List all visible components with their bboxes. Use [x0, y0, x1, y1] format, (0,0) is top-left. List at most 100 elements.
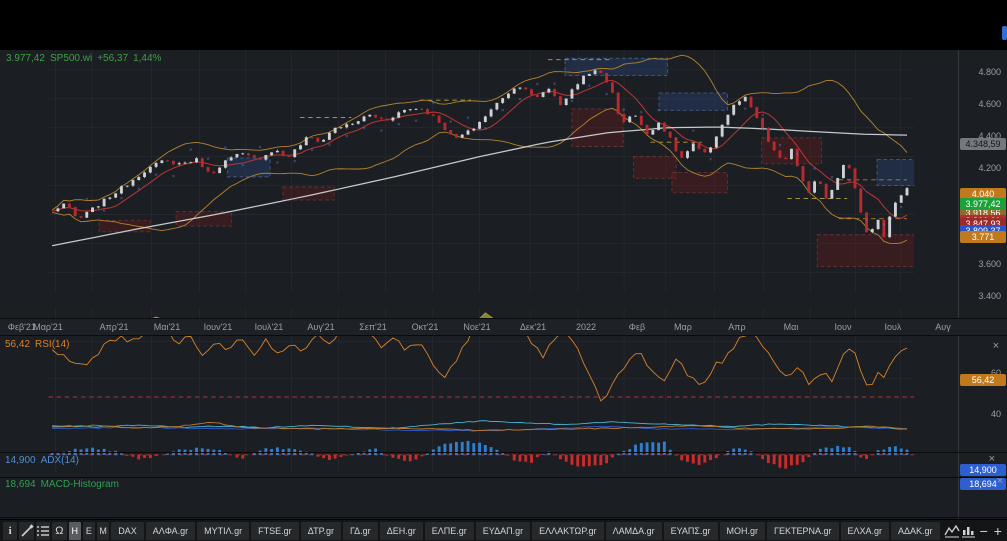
panel-divider — [0, 452, 1007, 453]
svg-text:×: × — [605, 92, 608, 98]
svg-text:×: × — [276, 160, 279, 166]
svg-text:×: × — [865, 217, 868, 223]
ticker-button[interactable]: ΕΛΛΑΚΤΩΡ.gr — [532, 521, 604, 540]
svg-text:×: × — [882, 222, 885, 228]
rsi-legend: 56,42 RSI(14) — [5, 339, 74, 350]
rsi-value-badge: 56,42 — [960, 373, 1006, 386]
chart-canvas[interactable]: × × × × × × × × × × × × × × × × × × × × × × × × × × × × × × × × × × × × × × × ×… — [0, 50, 1007, 519]
svg-text:×: × — [674, 136, 677, 142]
ticker-button[interactable]: ΜΥΤΙΛ.gr — [197, 521, 250, 540]
time-axis-label: Δεκ'21 — [519, 322, 547, 332]
ticker-button[interactable]: DAX — [111, 521, 144, 540]
svg-text:×: × — [588, 84, 591, 90]
bottom-toolbar: i Ω H E M DAX ΑΛΦΑ.gr ΜΥΤΙΛ.gr FTSE.gr ΔΤΡ.gr ΓΔ.g… — [0, 519, 1007, 541]
time-axis-label: Φεβ — [628, 322, 646, 332]
svg-text:×: × — [640, 110, 643, 116]
price-axis-tick: 4.600 — [978, 98, 1001, 109]
svg-text:×: × — [778, 143, 781, 149]
time-axis-label: Ιουν — [834, 322, 852, 332]
ticker-button[interactable]: ΕΛΠΕ.gr — [424, 521, 474, 540]
price-change-pct: 1,44% — [133, 53, 162, 64]
indicators-list-icon[interactable] — [35, 521, 51, 540]
line-chart-icon[interactable] — [943, 522, 960, 540]
ma200-badge: 4.348,59 — [960, 138, 1006, 151]
scrollbar-thumb[interactable] — [1002, 26, 1007, 40]
ticker-button[interactable]: ΑΔΑΚ.gr — [891, 521, 940, 540]
svg-text:×: × — [310, 147, 313, 153]
macd-legend: 18,694 MACD-Histogram — [5, 479, 124, 490]
svg-text:×: × — [224, 146, 227, 152]
bar-chart-icon[interactable] — [961, 522, 976, 540]
price-axis[interactable]: 4.8004.6004.4004.2004.0003.8003.6003.400… — [958, 50, 1007, 519]
timeframe-button-H[interactable]: H — [68, 521, 81, 540]
timeframe-button-E[interactable]: E — [82, 521, 95, 540]
price-axis-tick: 4.200 — [978, 162, 1001, 173]
time-axis-label: 2022 — [575, 322, 596, 332]
adx-legend: 14,900 ADX(14) — [5, 455, 84, 466]
omega-icon[interactable]: Ω — [52, 521, 67, 540]
svg-text:×: × — [241, 163, 244, 169]
time-axis-label: Μαρ — [674, 322, 692, 332]
time-axis-label: Μαρ'21 — [33, 322, 63, 332]
level-badge: 3.771 — [960, 230, 1006, 243]
ticker-button[interactable]: ΑΛΦΑ.gr — [145, 521, 196, 540]
ticker-button[interactable]: ΜΟΗ.gr — [719, 521, 766, 540]
timeframe-button-M[interactable]: M — [97, 521, 110, 540]
time-axis-label: Αυγ — [935, 322, 951, 332]
time-axis-label: Φεβ'21 — [7, 322, 36, 332]
zoom-in-icon[interactable]: + — [993, 522, 1002, 539]
svg-text:×: × — [328, 142, 331, 148]
last-price: 3.977,42 — [6, 53, 45, 64]
svg-text:×: × — [570, 99, 573, 105]
price-legend: 3.977,42 SP500.wi +56,37 1,44% — [6, 53, 166, 64]
svg-text:×: × — [744, 106, 747, 112]
svg-text:×: × — [293, 159, 296, 165]
svg-text:×: × — [258, 145, 261, 151]
time-axis-label: Αυγ'21 — [307, 322, 335, 332]
ticker-button[interactable]: ΛΑΜΔΑ.gr — [605, 521, 662, 540]
svg-text:×: × — [85, 197, 88, 203]
rsi-value: 56,42 — [5, 339, 31, 350]
time-axis-label: Ιουλ — [884, 322, 902, 332]
pencil-icon[interactable] — [19, 521, 34, 540]
macd-label: MACD-Histogram — [40, 479, 119, 490]
svg-text:×: × — [362, 126, 365, 132]
adx-label: ADX(14) — [40, 455, 79, 466]
close-icon[interactable]: × — [988, 453, 995, 465]
svg-text:×: × — [432, 101, 435, 107]
level-badge: 4.040 — [960, 187, 1006, 200]
svg-text:×: × — [657, 108, 660, 114]
close-icon[interactable]: × — [996, 475, 1003, 487]
time-axis[interactable]: Φεβ'21 Μαρ'21 Απρ'21 Μαι'21 Ιουν'21 Ιουλ'21 Αυ… — [0, 318, 1007, 336]
price-axis-tick: 4.400 — [978, 130, 1001, 141]
ticker-button[interactable]: ΔΕΗ.gr — [379, 521, 423, 540]
svg-text:×: × — [466, 116, 469, 122]
svg-text:×: × — [518, 97, 521, 103]
svg-text:×: × — [501, 108, 504, 114]
time-axis-label: Σεπ'21 — [359, 322, 387, 332]
close-icon[interactable]: × — [992, 340, 999, 352]
price-change: +56,37 — [97, 53, 129, 64]
ticker-button[interactable]: ΓΔ.gr — [343, 521, 378, 540]
info-icon[interactable]: i — [3, 521, 18, 540]
svg-text:×: × — [692, 129, 695, 135]
svg-text:×: × — [449, 119, 452, 125]
time-axis-label: Απρ — [728, 322, 746, 332]
svg-text:×: × — [189, 147, 192, 153]
ticker-button[interactable]: ΓΕΚΤΕΡΝΑ.gr — [767, 521, 839, 540]
svg-text:×: × — [622, 107, 625, 113]
svg-text:×: × — [709, 157, 712, 163]
ticker-button[interactable]: ΕΥΔΑΠ.gr — [475, 521, 531, 540]
time-axis-label: Απρ'21 — [99, 322, 129, 332]
svg-text:×: × — [553, 81, 556, 87]
price-axis-tick: 3.600 — [978, 259, 1001, 270]
svg-text:×: × — [796, 151, 799, 157]
ticker-button[interactable]: FTSE.gr — [251, 521, 299, 540]
ticker-button[interactable]: ΕΛΧΑ.gr — [840, 521, 890, 540]
svg-text:×: × — [120, 196, 123, 202]
ticker-button[interactable]: ΕΥΑΠΣ.gr — [663, 521, 718, 540]
zoom-out-icon[interactable]: − — [979, 522, 988, 539]
rsi-axis-tick: 40 — [990, 408, 1001, 419]
ticker-button[interactable]: ΔΤΡ.gr — [300, 521, 342, 540]
